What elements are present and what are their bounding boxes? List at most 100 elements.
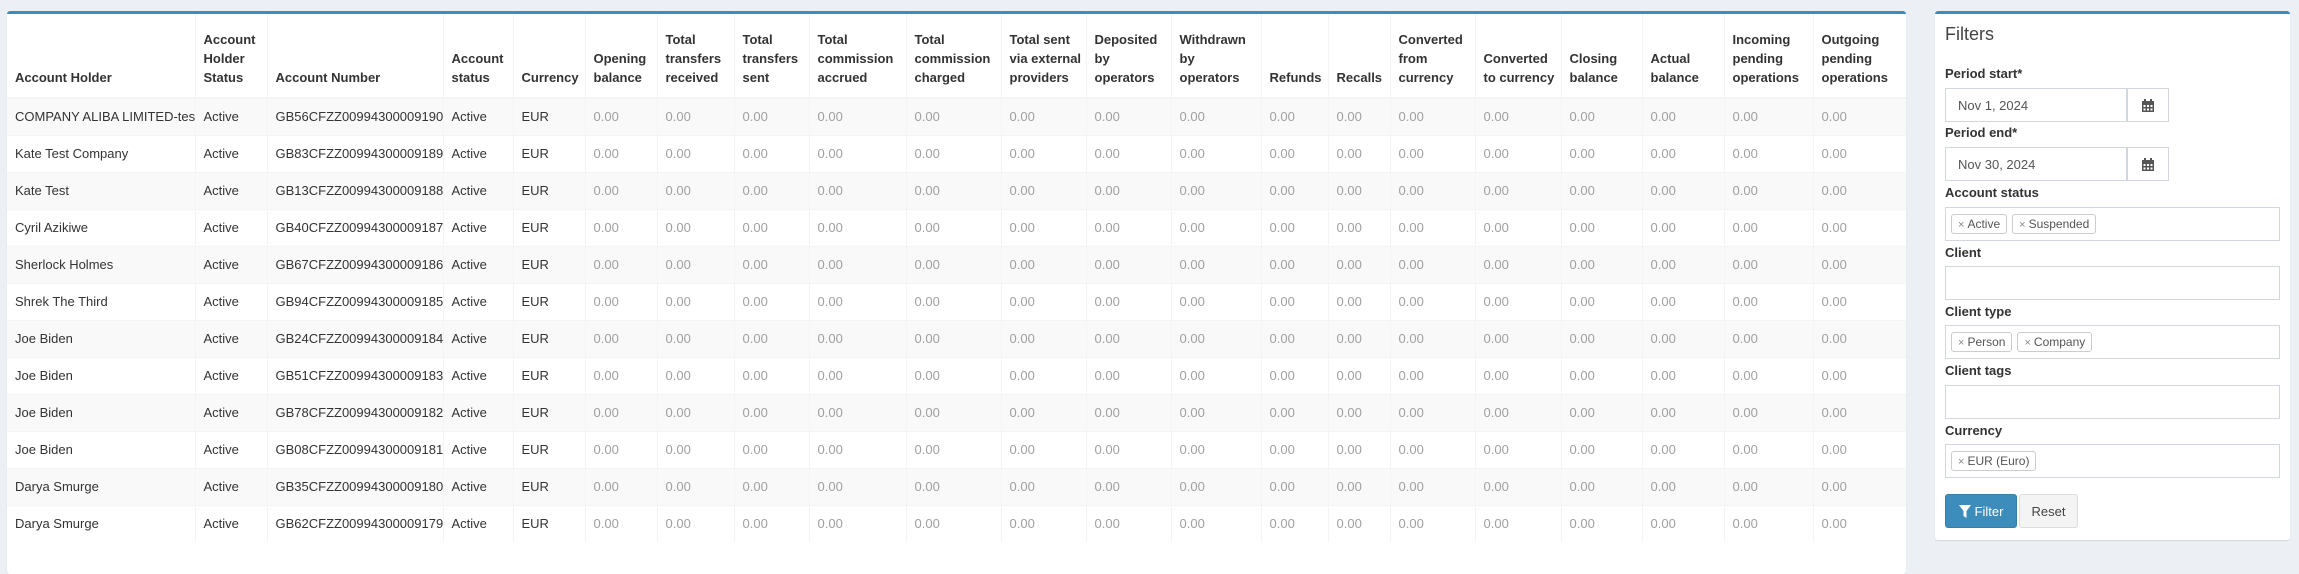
amount-cell: 0.00: [1812, 319, 1906, 357]
remove-tag-icon[interactable]: ×: [1958, 337, 1965, 349]
currency-cell: EUR: [512, 430, 585, 468]
account-number-cell: GB35CFZZ00994300009180: [266, 467, 443, 505]
filter-button[interactable]: Filter: [1945, 494, 2017, 528]
amount-cell: 0.00: [905, 171, 1001, 209]
amount-cell: 0.00: [1000, 319, 1086, 357]
amount-cell: 0.00: [1327, 356, 1390, 394]
selected-tag[interactable]: × Company: [2017, 332, 2093, 352]
calendar-icon: [2142, 98, 2154, 112]
currency-cell: EUR: [512, 356, 585, 394]
currency-select[interactable]: × EUR (Euro): [1945, 444, 2280, 478]
amount-cell: 0.00: [905, 393, 1001, 431]
amount-cell: 0.00: [656, 134, 734, 172]
amount-cell: 0.00: [656, 504, 734, 542]
account-status-cell: Active: [442, 356, 513, 394]
period-start-input[interactable]: Nov 1, 2024: [1945, 88, 2127, 122]
account-holder-cell: Darya Smurge: [7, 467, 195, 505]
amount-cell: 0.00: [584, 356, 657, 394]
amount-cell: 0.00: [733, 467, 809, 505]
amount-cell: 0.00: [1389, 430, 1475, 468]
amount-cell: 0.00: [584, 245, 657, 283]
client-select[interactable]: [1945, 266, 2280, 300]
amount-cell: 0.00: [1641, 430, 1724, 468]
period-end-input[interactable]: Nov 30, 2024: [1945, 147, 2127, 181]
amount-cell: 0.00: [1723, 134, 1813, 172]
amount-cell: 0.00: [1474, 208, 1561, 246]
currency-cell: EUR: [512, 97, 585, 135]
amount-cell: 0.00: [584, 467, 657, 505]
amount-cell: 0.00: [1389, 245, 1475, 283]
amount-cell: 0.00: [1000, 208, 1086, 246]
client-type-label: Client type: [1945, 304, 2012, 319]
amount-cell: 0.00: [584, 282, 657, 320]
selected-tag[interactable]: × Person: [1951, 332, 2013, 352]
client-tags-select[interactable]: [1945, 385, 2280, 419]
column-header: Closing balance: [1560, 14, 1642, 99]
reset-button[interactable]: Reset: [2019, 494, 2078, 528]
amount-cell: 0.00: [1327, 319, 1390, 357]
remove-tag-icon[interactable]: ×: [1958, 219, 1965, 231]
amount-cell: 0.00: [1812, 208, 1906, 246]
amount-cell: 0.00: [656, 467, 734, 505]
amount-cell: 0.00: [733, 356, 809, 394]
amount-cell: 0.00: [1474, 430, 1561, 468]
amount-cell: 0.00: [1170, 430, 1261, 468]
amount-cell: 0.00: [1389, 467, 1475, 505]
amount-cell: 0.00: [1389, 319, 1475, 357]
amount-cell: 0.00: [1260, 282, 1328, 320]
account-status-cell: Active: [442, 245, 513, 283]
period-start-label: Period start*: [1945, 66, 2023, 81]
amount-cell: 0.00: [1170, 97, 1261, 135]
amount-cell: 0.00: [1260, 504, 1328, 542]
amount-cell: 0.00: [808, 504, 906, 542]
tag-label: Person: [1967, 335, 2006, 349]
selected-tag[interactable]: × EUR (Euro): [1951, 451, 2037, 471]
remove-tag-icon[interactable]: ×: [2024, 337, 2031, 349]
amount-cell: 0.00: [1812, 171, 1906, 209]
account-holder-cell: COMPANY ALIBA LIMITED-test: [7, 97, 195, 135]
remove-tag-icon[interactable]: ×: [2019, 219, 2026, 231]
amount-cell: 0.00: [1812, 504, 1906, 542]
table-row: Joe Biden Active GB08CFZZ00994300009181 Act…: [7, 430, 1906, 468]
amount-cell: 0.00: [584, 504, 657, 542]
calendar-icon: [2142, 157, 2154, 171]
amount-cell: 0.00: [1000, 171, 1086, 209]
period-end-calendar-button[interactable]: [2127, 147, 2169, 181]
amount-cell: 0.00: [1389, 393, 1475, 431]
table-row: Shrek The Third Active GB94CFZZ00994300009…: [7, 282, 1906, 320]
amount-cell: 0.00: [1641, 245, 1724, 283]
amount-cell: 0.00: [1000, 282, 1086, 320]
client-type-select[interactable]: × Person × Company: [1945, 325, 2280, 359]
column-header: Total sent via external providers: [1000, 14, 1086, 99]
amount-cell: 0.00: [1260, 171, 1328, 209]
amount-cell: 0.00: [584, 319, 657, 357]
selected-tag[interactable]: × Suspended: [2012, 214, 2097, 234]
amount-cell: 0.00: [1389, 282, 1475, 320]
account-holder-cell: Kate Test Company: [7, 134, 195, 172]
account-balances-table: Account Holder Account Holder Status Accou…: [7, 14, 1906, 542]
amount-cell: 0.00: [1327, 430, 1390, 468]
account-number-cell: GB13CFZZ00994300009188: [266, 171, 443, 209]
amount-cell: 0.00: [584, 97, 657, 135]
amount-cell: 0.00: [1000, 356, 1086, 394]
amount-cell: 0.00: [1560, 319, 1642, 357]
period-start-calendar-button[interactable]: [2127, 88, 2169, 122]
table-row: Cyril Azikiwe Active GB40CFZZ0099430000918…: [7, 208, 1906, 246]
remove-tag-icon[interactable]: ×: [1958, 456, 1965, 468]
amount-cell: 0.00: [1327, 467, 1390, 505]
table-header-row: Account Holder Account Holder Status Accou…: [7, 14, 1906, 99]
amount-cell: 0.00: [808, 134, 906, 172]
amount-cell: 0.00: [1812, 393, 1906, 431]
tag-label: Suspended: [2028, 217, 2090, 231]
amount-cell: 0.00: [1641, 208, 1724, 246]
amount-cell: 0.00: [1474, 356, 1561, 394]
amount-cell: 0.00: [1474, 393, 1561, 431]
amount-cell: 0.00: [1260, 393, 1328, 431]
selected-tag[interactable]: × Active: [1951, 214, 2008, 234]
column-header: Outgoing pending operations: [1812, 14, 1906, 99]
amount-cell: 0.00: [584, 134, 657, 172]
amount-cell: 0.00: [1260, 430, 1328, 468]
amount-cell: 0.00: [656, 319, 734, 357]
account-status-select[interactable]: × Active × Suspended: [1945, 207, 2280, 241]
amount-cell: 0.00: [1260, 245, 1328, 283]
